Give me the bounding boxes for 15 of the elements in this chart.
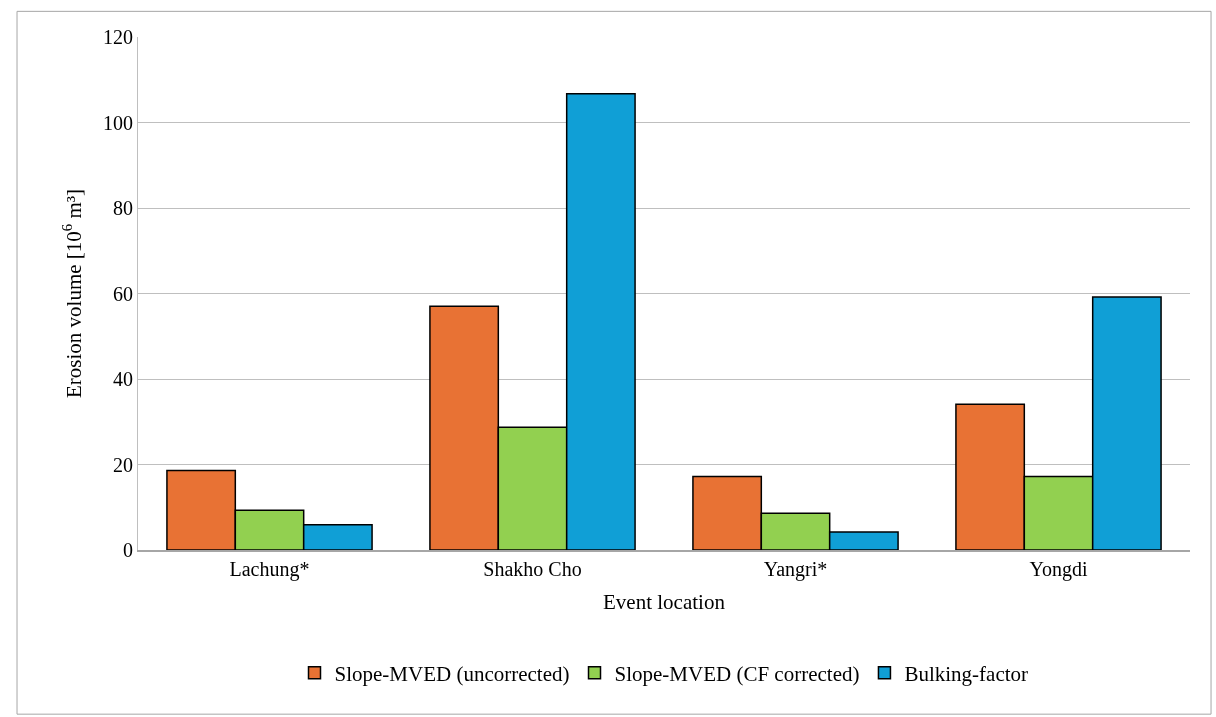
y-tick-label: 40 xyxy=(113,368,133,390)
y-tick-label: 60 xyxy=(113,282,133,305)
legend-label: Bulking-factor xyxy=(904,661,1029,686)
y-tick-label: 80 xyxy=(113,197,133,219)
y-tick-label: 120 xyxy=(103,26,133,48)
x-tick-label: Yongdi xyxy=(1029,557,1088,581)
legend-label: Slope-MVED (CF corrected) xyxy=(614,661,860,686)
y-tick-label: 100 xyxy=(103,111,133,134)
legend-label: Slope-MVED (uncorrected) xyxy=(334,661,570,686)
y-tick-label: 20 xyxy=(113,453,133,476)
x-tick-label: Shakho Cho xyxy=(483,557,582,580)
x-tick-label: Yangri* xyxy=(763,557,828,581)
x-tick-label: Lachung* xyxy=(229,557,310,581)
y-tick-label: 0 xyxy=(123,539,133,561)
x-axis-title: Event location xyxy=(603,590,726,615)
